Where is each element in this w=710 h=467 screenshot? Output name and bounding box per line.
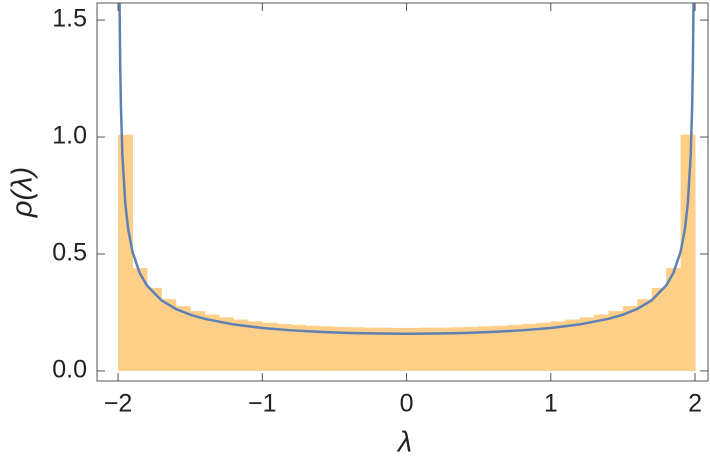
x-tick-label: −2 [104, 390, 133, 418]
x-tick-label: 1 [544, 390, 558, 418]
histogram-bar [334, 326, 350, 371]
y-tick-label: 0.0 [52, 356, 87, 384]
histogram-bar [435, 327, 451, 371]
histogram-bar [262, 322, 278, 371]
histogram-bar [319, 326, 335, 371]
histogram-bar [493, 325, 509, 371]
histogram-bar [118, 134, 133, 371]
y-tick-label: 1.5 [52, 5, 87, 33]
histogram-bar [377, 327, 393, 371]
histogram-bar [132, 268, 148, 371]
x-tick-label: −1 [248, 390, 277, 418]
x-axis-label: λ [396, 427, 412, 459]
histogram-bar [680, 134, 696, 371]
y-axis-label: ρ(λ) [7, 167, 39, 218]
histogram-bar [464, 326, 480, 371]
histogram-bar [190, 311, 206, 371]
histogram-bar [594, 314, 609, 371]
histogram-bar [247, 321, 263, 371]
histogram-bar [666, 268, 682, 371]
frame [96, 2, 709, 382]
x-tick-label: 0 [400, 390, 414, 418]
histogram-bar [363, 327, 379, 371]
y-tick-label: 0.5 [52, 239, 87, 267]
histogram-bar [550, 321, 566, 371]
histogram-bar [348, 327, 364, 371]
histogram-bar [204, 314, 220, 371]
x-tick-label: 2 [688, 390, 702, 418]
histogram-bar [449, 327, 465, 371]
histogram-bar [478, 326, 494, 371]
histogram-bar [521, 323, 537, 371]
histogram-bar [305, 325, 321, 371]
histogram-bar [579, 317, 595, 371]
histogram-bar [161, 299, 177, 371]
histogram-bar [651, 287, 667, 371]
histogram-bar [392, 327, 408, 371]
histogram-bar [420, 327, 436, 371]
histogram-bar [175, 306, 191, 371]
histogram-bar [146, 287, 162, 371]
density-curve [118, 3, 695, 335]
histogram-bar [608, 311, 624, 371]
histogram-bar [507, 324, 523, 371]
histogram-bar [565, 319, 581, 371]
y-tick-label: 1.0 [52, 122, 87, 150]
histogram-bar [536, 322, 552, 371]
plot-area [118, 3, 696, 371]
histogram-bar [233, 319, 249, 371]
histogram-bar [622, 306, 638, 371]
histogram-bar [291, 324, 307, 371]
histogram-bar [219, 317, 234, 371]
histogram-bar [406, 327, 422, 371]
histogram-bar [276, 323, 292, 371]
histogram-bar [637, 299, 653, 371]
